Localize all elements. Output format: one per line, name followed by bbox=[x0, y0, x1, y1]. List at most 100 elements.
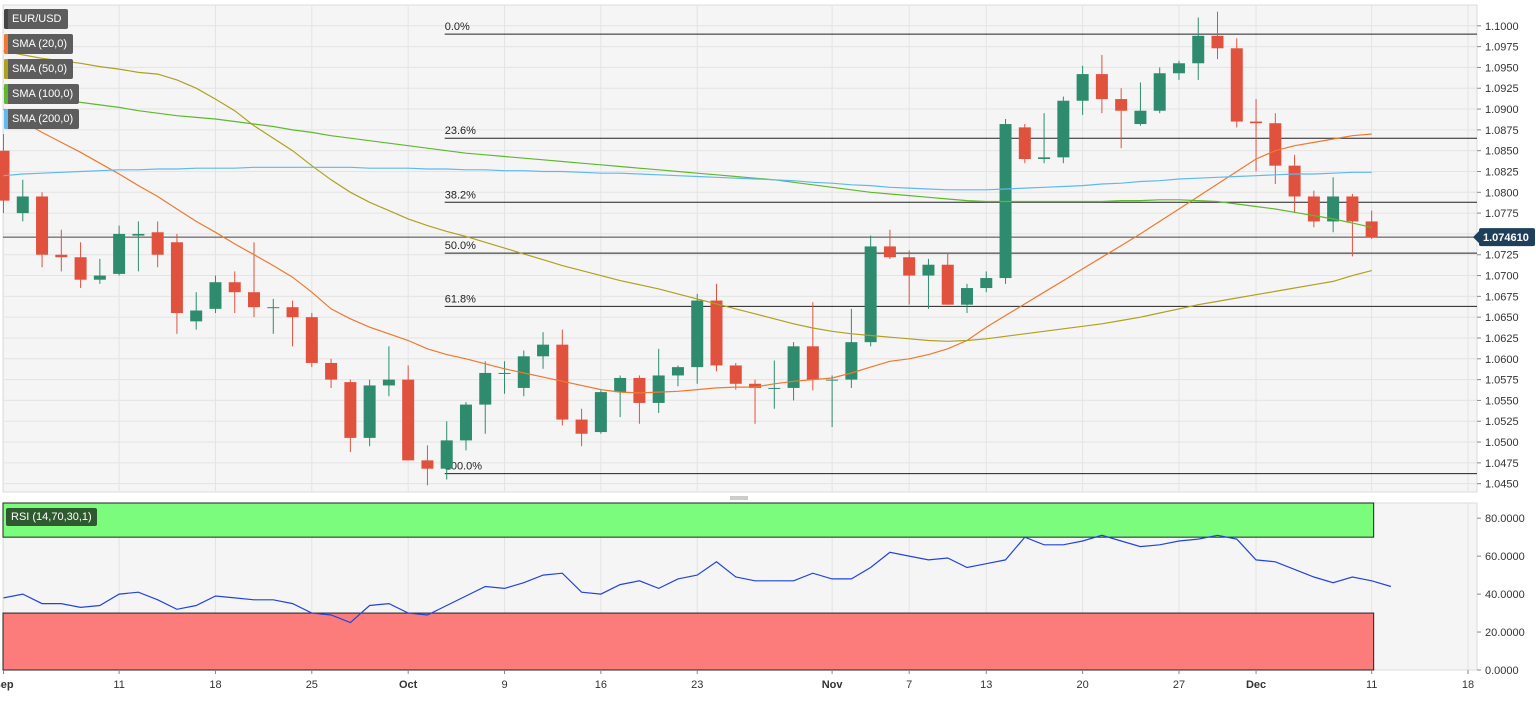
indicator-legend: EUR/USD SMA (20,0) SMA (50,0) SMA (100,0… bbox=[4, 9, 80, 129]
candle-body bbox=[787, 346, 800, 388]
price-tick-label: 1.0650 bbox=[1485, 312, 1519, 324]
fib-label: 0.0% bbox=[445, 21, 470, 33]
price-tick-label: 1.0525 bbox=[1485, 416, 1519, 428]
rsi-label: RSI (14,70,30,1) bbox=[11, 511, 92, 523]
price-tick-label: 1.0475 bbox=[1485, 458, 1519, 470]
price-tick-label: 1.0450 bbox=[1485, 479, 1519, 491]
candle-body bbox=[806, 346, 819, 380]
candle-body bbox=[1115, 99, 1128, 111]
price-tick-label: 1.0775 bbox=[1485, 208, 1519, 220]
candle-body bbox=[633, 377, 646, 403]
sma-20-swatch bbox=[4, 34, 8, 54]
sma-line-1 bbox=[3, 50, 1372, 342]
sma-200-label: SMA (200,0) bbox=[12, 113, 74, 125]
price-tick-label: 1.0975 bbox=[1485, 42, 1519, 54]
candle-body bbox=[402, 379, 415, 461]
x-tick-label: Nov bbox=[822, 679, 844, 691]
x-tick-label: Sep bbox=[0, 679, 14, 691]
candle-body bbox=[1365, 221, 1378, 238]
x-tick-label: 9 bbox=[501, 679, 507, 691]
candle-body bbox=[228, 282, 241, 293]
candle-body bbox=[382, 379, 395, 386]
price-tick-label: 1.0500 bbox=[1485, 437, 1519, 449]
x-tick-label: 11 bbox=[113, 679, 124, 691]
candle-body bbox=[671, 367, 684, 376]
price-tick-label: 1.0550 bbox=[1485, 395, 1519, 407]
candle-body bbox=[498, 372, 511, 374]
candle-body bbox=[209, 282, 222, 309]
candle-body bbox=[325, 362, 338, 380]
candle-body bbox=[864, 246, 877, 343]
sma-line-2 bbox=[3, 87, 1372, 228]
candle-body bbox=[652, 375, 665, 403]
candle-body bbox=[479, 372, 492, 405]
legend-sma-20[interactable]: SMA (20,0) bbox=[4, 34, 74, 54]
sma-50-swatch bbox=[4, 59, 8, 79]
price-tick-label: 1.0625 bbox=[1485, 333, 1519, 345]
price-tick-label: 1.0600 bbox=[1485, 354, 1519, 366]
candle-body bbox=[1211, 35, 1224, 49]
candle-body bbox=[961, 288, 973, 305]
price-tick-label: 1.0925 bbox=[1485, 83, 1519, 95]
candle-body bbox=[305, 317, 318, 363]
rsi-tick-label: 60.0000 bbox=[1485, 551, 1525, 563]
fib-label: 100.0% bbox=[445, 461, 483, 473]
candle-body bbox=[170, 242, 183, 314]
candle-body bbox=[1307, 196, 1320, 222]
instrument-label: EUR/USD bbox=[12, 13, 62, 25]
candle-body bbox=[55, 254, 68, 258]
candle-body bbox=[575, 419, 588, 434]
x-tick-label: 13 bbox=[980, 679, 992, 691]
candle-body bbox=[1076, 74, 1089, 101]
legend-sma-200[interactable]: SMA (200,0) bbox=[4, 109, 80, 129]
candle-body bbox=[344, 382, 357, 438]
rsi-tick-label: 20.0000 bbox=[1485, 627, 1525, 639]
price-tick-label: 1.0575 bbox=[1485, 375, 1519, 387]
rsi-tick-label: 80.0000 bbox=[1485, 513, 1525, 525]
candle-body bbox=[1250, 121, 1263, 124]
price-tick-label: 1.0725 bbox=[1485, 250, 1519, 262]
rsi-legend[interactable]: RSI (14,70,30,1) bbox=[6, 508, 97, 526]
price-tick-label: 1.0950 bbox=[1485, 62, 1519, 74]
candle-body bbox=[93, 275, 106, 280]
instrument-badge[interactable]: EUR/USD bbox=[4, 9, 68, 29]
current-price-tag-arrow bbox=[1473, 231, 1479, 244]
x-tick-label: Dec bbox=[1246, 679, 1266, 691]
sma-100-swatch bbox=[4, 84, 8, 104]
candle-body bbox=[74, 257, 87, 280]
x-tick-label: 11 bbox=[1366, 679, 1377, 691]
x-tick-label: 7 bbox=[906, 679, 912, 691]
candle-body bbox=[363, 385, 376, 438]
candle-body bbox=[517, 356, 530, 388]
candle-body bbox=[883, 246, 896, 258]
fib-label: 23.6% bbox=[445, 125, 476, 137]
candle-body bbox=[248, 292, 261, 308]
candle-body bbox=[1153, 73, 1166, 111]
candle-body bbox=[614, 377, 627, 393]
x-tick-label: 16 bbox=[595, 679, 607, 691]
price-tick-label: 1.0700 bbox=[1485, 271, 1519, 283]
x-tick-label: 18 bbox=[1462, 679, 1474, 691]
candle-body bbox=[1327, 196, 1340, 222]
candle-body bbox=[132, 233, 145, 236]
sma-100-label: SMA (100,0) bbox=[12, 88, 74, 100]
candle-body bbox=[729, 365, 742, 384]
current-price-tag bbox=[1479, 228, 1535, 247]
candle-body bbox=[1057, 100, 1070, 158]
legend-sma-50[interactable]: SMA (50,0) bbox=[4, 59, 74, 79]
candle-body bbox=[1346, 196, 1359, 222]
x-tick-label: 23 bbox=[691, 679, 703, 691]
panel-resize-handle bbox=[730, 496, 748, 500]
candle-body bbox=[1095, 74, 1108, 100]
candle-body bbox=[1134, 110, 1147, 125]
candle-body bbox=[1288, 165, 1301, 197]
sma-line-3 bbox=[3, 166, 1372, 191]
legend-sma-100[interactable]: SMA (100,0) bbox=[4, 84, 80, 104]
rsi-tick-label: 40.0000 bbox=[1485, 589, 1525, 601]
candle-body bbox=[691, 300, 704, 368]
x-tick-label: Oct bbox=[399, 679, 418, 691]
price-tick-label: 1.0850 bbox=[1485, 146, 1519, 158]
candle-body bbox=[922, 264, 935, 276]
